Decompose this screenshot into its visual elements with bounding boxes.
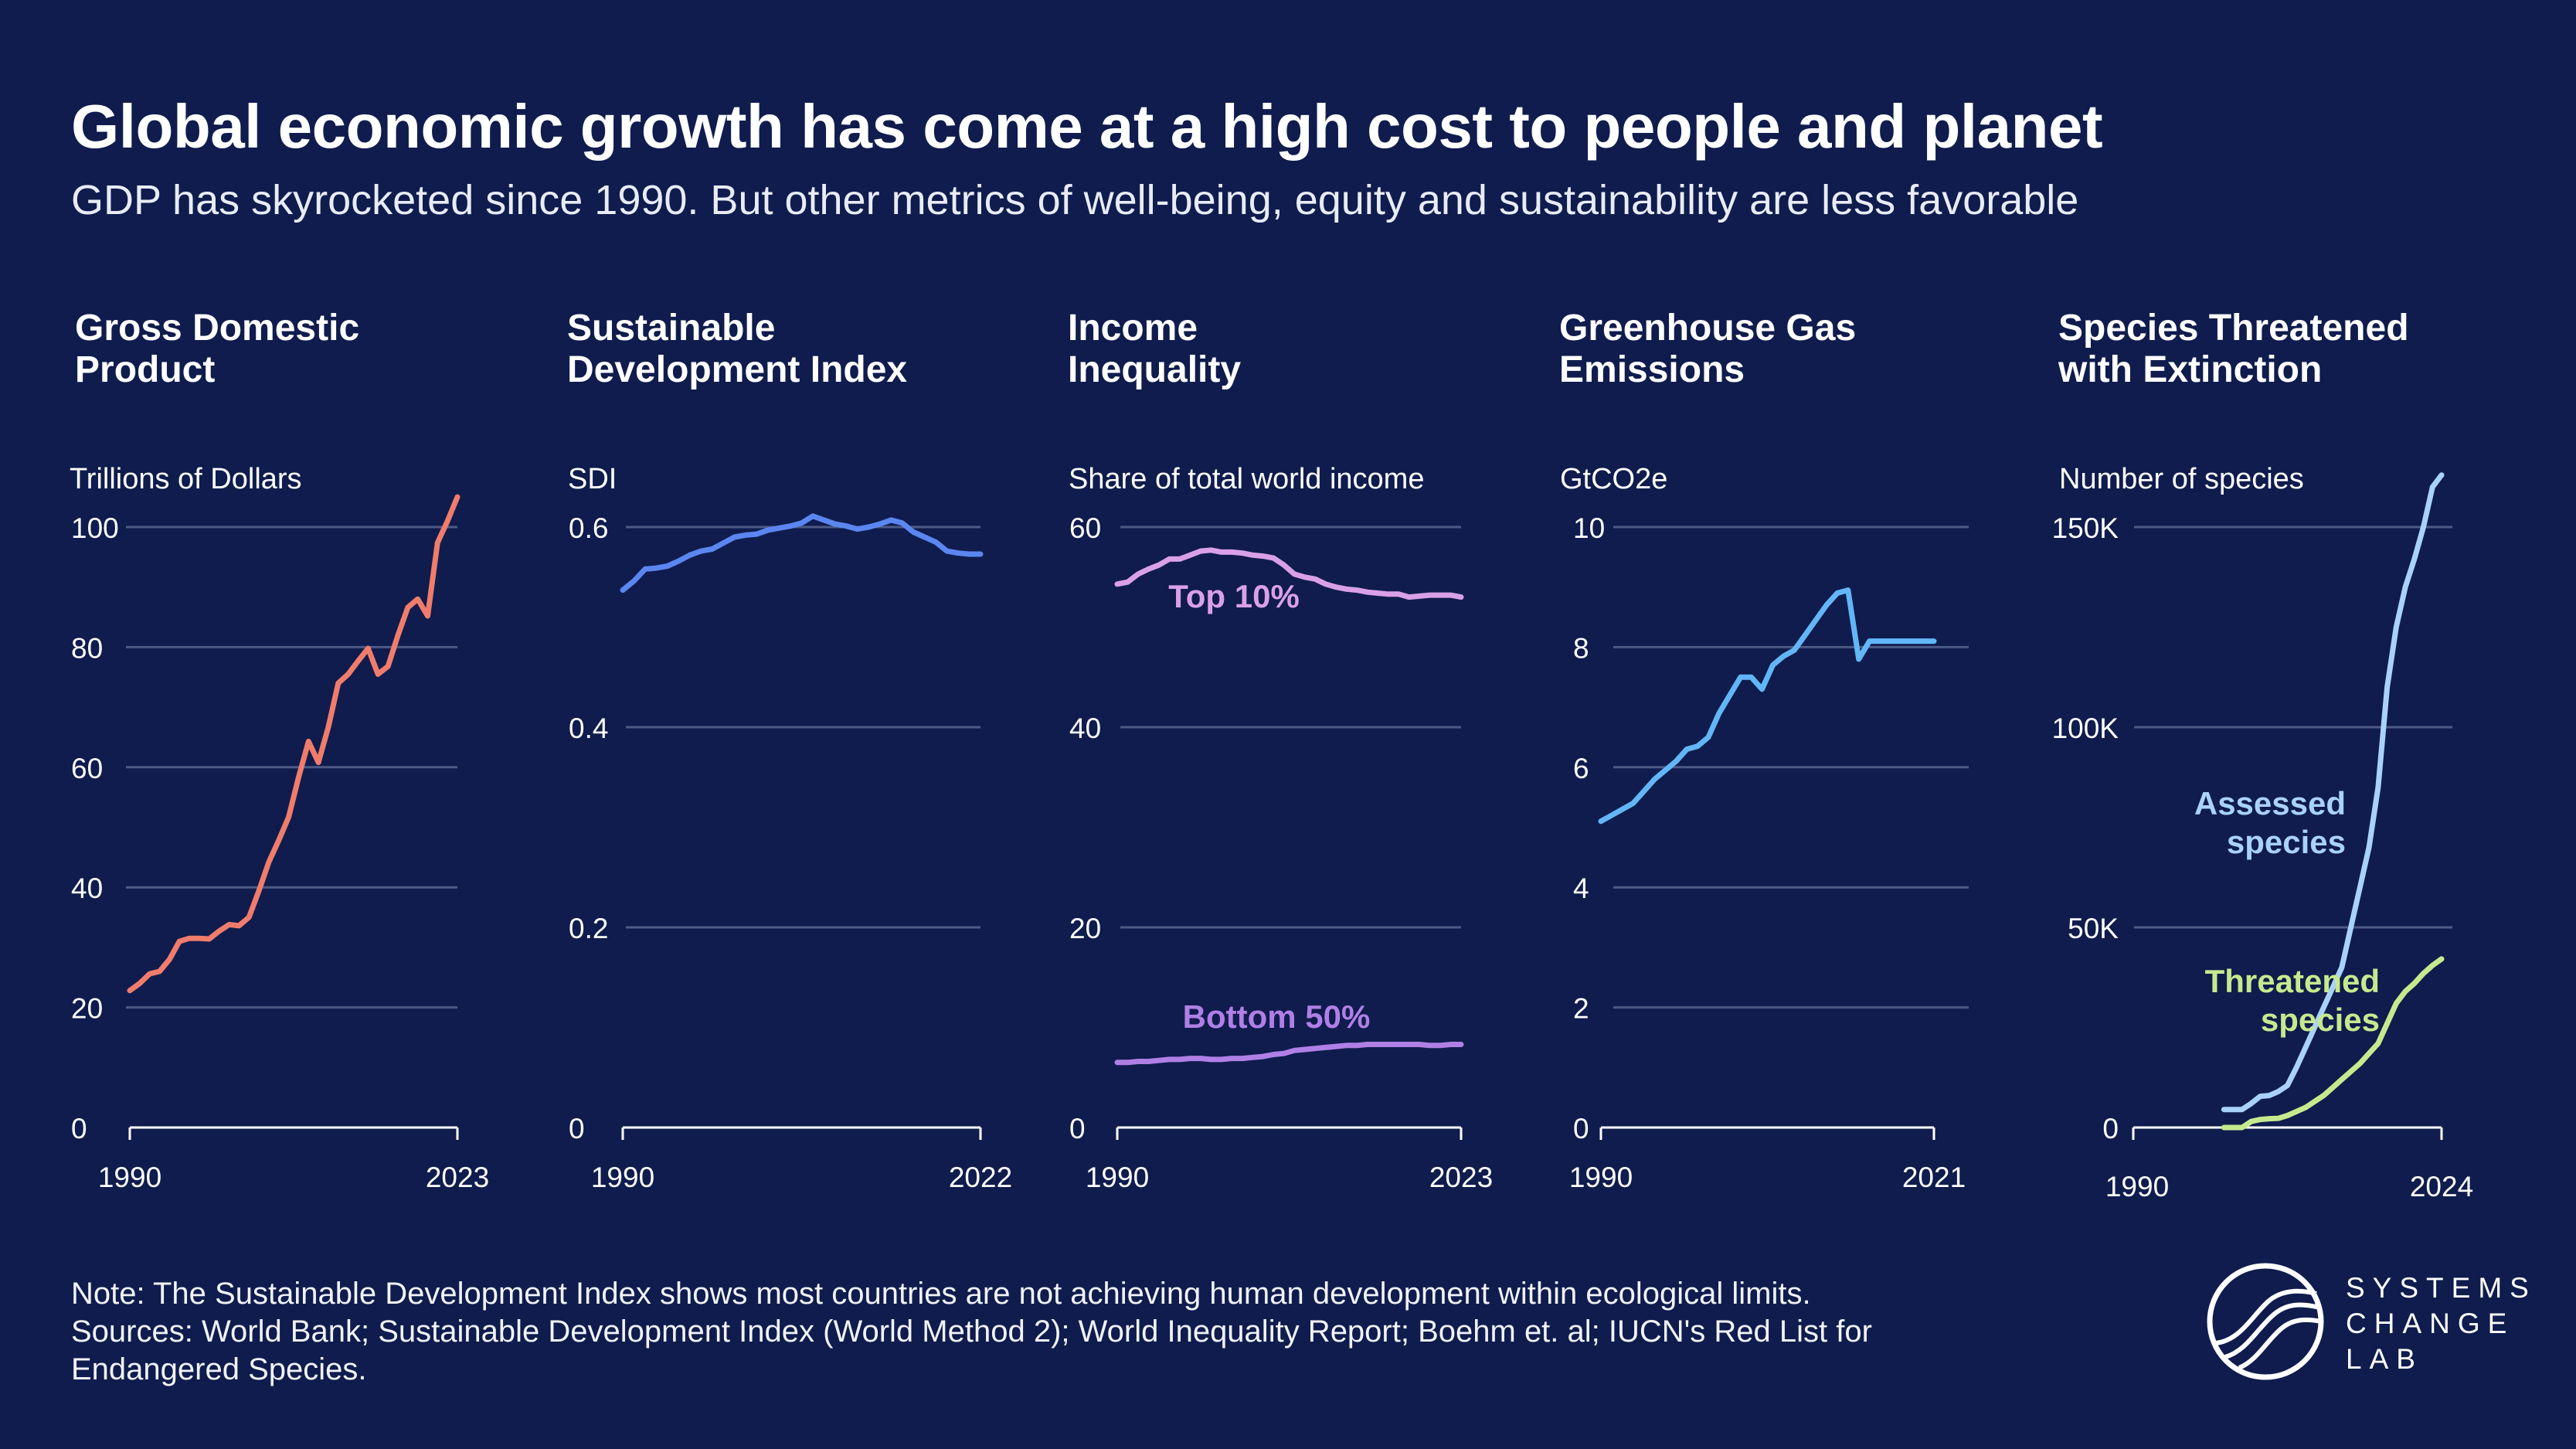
- species-ytick-label: 50K: [2068, 913, 2119, 944]
- species-unit-label: Number of species: [2059, 463, 2304, 495]
- sdi-ytick-label: 0.6: [569, 512, 608, 544]
- sdi-ytick-label: 0.2: [569, 913, 608, 944]
- systems-change-lab-logo: [2207, 1263, 2324, 1380]
- inequality-ytick-label: 60: [1069, 512, 1101, 544]
- species-xtick-label-end: 2024: [2410, 1171, 2473, 1202]
- gdp-panel-title: Gross Domestic Product: [75, 308, 360, 390]
- gdp-ytick-label: 20: [71, 993, 103, 1025]
- gdp-ytick-label: 60: [71, 753, 103, 784]
- page-subtitle: GDP has skyrocketed since 1990. But othe…: [71, 177, 2079, 223]
- inequality-ytick-label: 40: [1069, 713, 1101, 744]
- species-panel-title: Species Threatened with Extinction: [2058, 308, 2409, 390]
- ghg-ytick-label: 10: [1573, 512, 1605, 544]
- ghg-ytick-label: 0: [1573, 1113, 1589, 1145]
- inequality-series-line-1: [1114, 547, 1464, 600]
- threatened-series-label-line: species: [2261, 1002, 2380, 1038]
- ghg-ytick-label: 2: [1573, 993, 1589, 1025]
- gdp-unit-label: Trillions of Dollars: [70, 463, 302, 495]
- assessed-series-label-line: Assessed: [2194, 785, 2346, 821]
- gdp-xtick-label-start: 1990: [98, 1162, 161, 1193]
- page-title: Global economic growth has come at a hig…: [71, 92, 2103, 161]
- bottom50-series-label: Bottom 50%: [1183, 998, 1371, 1035]
- inequality-xtick-label-start: 1990: [1086, 1162, 1149, 1193]
- top10-series-label: Top 10%: [1168, 578, 1300, 614]
- sdi-xtick-label-start: 1990: [591, 1162, 654, 1193]
- inequality-unit-label: Share of total world income: [1069, 463, 1424, 495]
- gdp-ytick-label: 0: [71, 1113, 87, 1145]
- sdi-ytick-label: 0: [569, 1113, 585, 1145]
- species-ytick-label: 150K: [2052, 512, 2119, 544]
- gdp-xtick-label-end: 2023: [426, 1162, 489, 1193]
- species-ytick-label: 0: [2102, 1113, 2119, 1145]
- sdi-unit-label: SDI: [568, 463, 617, 495]
- ghg-xtick-label-start: 1990: [1569, 1162, 1633, 1193]
- logo-wordmark: SYSTEMS CHANGE LAB: [2346, 1272, 2537, 1375]
- gdp-ytick-label: 80: [71, 632, 103, 664]
- gdp-ytick-label: 100: [71, 512, 119, 544]
- inequality-ytick-label: 0: [1069, 1113, 1086, 1145]
- sdi-series-line-1: [620, 513, 984, 594]
- inequality-series-line-2: [1114, 1042, 1464, 1066]
- ghg-ytick-label: 8: [1573, 632, 1589, 664]
- inequality-ytick-label: 20: [1069, 913, 1101, 944]
- inequality-panel-title: Income Inequality: [1068, 308, 1242, 390]
- ghg-ytick-label: 6: [1573, 753, 1589, 784]
- gdp-ytick-label: 40: [71, 872, 103, 904]
- ghg-xtick-label-end: 2021: [1902, 1162, 1966, 1193]
- ghg-series-line-1: [1598, 587, 1937, 825]
- assessed-series-label-line: species: [2227, 824, 2346, 860]
- species-series-line-1: [2221, 472, 2445, 1113]
- footnote-sources: Note: The Sustainable Development Index …: [71, 1277, 1872, 1386]
- ghg-unit-label: GtCO2e: [1560, 463, 1667, 495]
- ghg-panel-title: Greenhouse Gas Emissions: [1559, 308, 1857, 390]
- sdi-ytick-label: 0.4: [569, 713, 608, 744]
- inequality-xtick-label-end: 2023: [1429, 1162, 1493, 1193]
- gdp-series-line-1: [127, 494, 460, 994]
- threatened-series-label-line: Threatened: [2205, 963, 2380, 999]
- ghg-ytick-label: 4: [1573, 872, 1589, 904]
- species-ytick-label: 100K: [2052, 713, 2119, 744]
- sdi-xtick-label-end: 2022: [949, 1162, 1012, 1193]
- species-xtick-label-start: 1990: [2105, 1171, 2169, 1202]
- species-series-line-2: [2221, 956, 2445, 1131]
- logo-mark-icon: [2207, 1263, 2324, 1380]
- sdi-panel-title: Sustainable Development Index: [567, 308, 908, 390]
